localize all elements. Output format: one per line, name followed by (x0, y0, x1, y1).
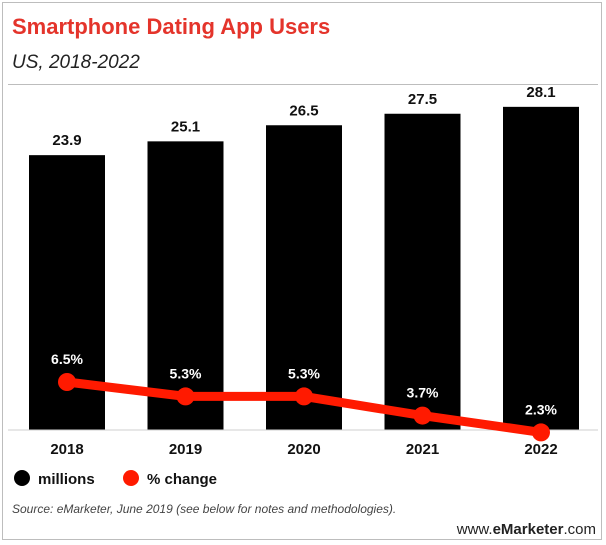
bar-2020 (266, 125, 342, 430)
bar-series: 23.9 25.1 26.5 27.5 28.1 (29, 84, 579, 430)
bar-label-2019: 25.1 (171, 118, 200, 135)
header-divider (8, 84, 598, 85)
bar-2022 (503, 106, 579, 430)
pct-label-2020: 5.3% (288, 365, 320, 381)
pct-point-2018 (58, 373, 76, 391)
x-tick-2019: 2019 (169, 441, 202, 458)
x-tick-2020: 2020 (287, 441, 320, 458)
bar-label-2021: 27.5 (408, 91, 437, 108)
bar-label-2018: 23.9 (52, 132, 81, 149)
bar-2019 (147, 141, 224, 430)
pct-label-2018: 6.5% (51, 351, 83, 367)
legend-marker-millions (14, 470, 30, 486)
pct-label-2022: 2.3% (525, 401, 557, 417)
chart-subtitle: US, 2018-2022 (12, 52, 140, 73)
bar-label-2022: 28.1 (526, 84, 555, 101)
x-axis-labels: 2018 2019 2020 2021 2022 (50, 441, 557, 458)
pct-label-2019: 5.3% (170, 365, 202, 381)
line-series: 6.5% 5.3% 5.3% 3.7% 2.3% (51, 351, 558, 442)
brand-prefix: www. (456, 521, 493, 538)
x-tick-2022: 2022 (524, 441, 557, 458)
brand-name: eMarketer (492, 521, 564, 538)
legend-label-millions: millions (38, 471, 95, 488)
x-tick-2021: 2021 (406, 441, 439, 458)
pct-label-2021: 3.7% (407, 385, 439, 401)
pct-point-2019 (176, 387, 195, 406)
bar-label-2020: 26.5 (289, 102, 318, 119)
legend-marker-pct-change (123, 470, 139, 486)
bar-2021 (384, 113, 461, 430)
chart-frame (2, 2, 602, 540)
chart-title: Smartphone Dating App Users (12, 14, 331, 39)
pct-point-2021 (413, 406, 432, 425)
pct-point-2020 (295, 387, 313, 406)
legend: millions % change (14, 470, 217, 488)
brand-suffix: .com (563, 521, 596, 538)
source-note: Source: eMarketer, June 2019 (see below … (12, 502, 397, 516)
brand-logo: www.eMarketer.com (457, 521, 596, 538)
x-tick-2018: 2018 (50, 441, 83, 458)
pct-point-2022 (532, 423, 550, 442)
legend-label-pct-change: % change (147, 471, 217, 488)
